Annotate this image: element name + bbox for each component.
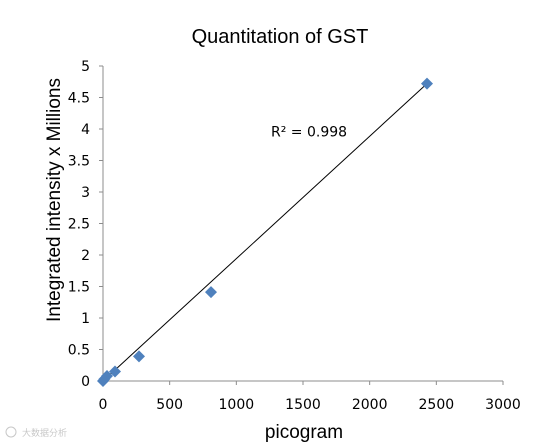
y-axis-label: Integrated intensity x Millions (44, 78, 65, 322)
y-tick-label: 3.5 (68, 154, 90, 170)
watermark-text: 大数据分析 (22, 427, 67, 439)
y-tick-label: 4.5 (68, 91, 90, 107)
annotations: R² = 0.998 (271, 125, 347, 141)
watermark: 大数据分析 (5, 426, 67, 439)
data-point-marker (205, 286, 217, 299)
x-ticks: 0 500 1000 1500 2000 2500 3000 (99, 381, 521, 413)
y-tick-label: 2 (81, 248, 90, 264)
y-tick-label: 1.5 (68, 280, 90, 296)
x-tick-label: 500 (156, 397, 183, 413)
trendline (102, 83, 428, 382)
y-tick-label: 0 (81, 374, 90, 390)
y-tick-label: 0.5 (68, 343, 90, 359)
y-tick-label: 2.5 (68, 217, 90, 233)
data-point-marker (421, 77, 433, 90)
x-tick-label: 1500 (285, 397, 321, 413)
y-ticks: 0 0.5 1 1.5 2 2.5 3 3.5 4 4.5 5 (68, 59, 103, 390)
x-axis-label: picogram (265, 422, 343, 443)
y-tick-label: 3 (81, 185, 90, 201)
plot-area: 0 500 1000 1500 2000 2500 3000 0 0.5 1 1.5 2 2.5 3 3.… (68, 59, 521, 413)
y-tick-label: 1 (81, 311, 90, 327)
x-tick-label: 2500 (419, 397, 455, 413)
x-tick-label: 2000 (352, 397, 388, 413)
y-tick-label: 4 (81, 122, 90, 138)
data-points (97, 77, 433, 387)
chart-title: Quantitation of GST (192, 26, 369, 48)
x-tick-label: 0 (99, 397, 108, 413)
watermark-logo-icon (5, 426, 17, 438)
r-squared-annotation: R² = 0.998 (271, 125, 347, 141)
x-tick-label: 1000 (219, 397, 255, 413)
x-tick-label: 3000 (485, 397, 521, 413)
data-point-marker (101, 369, 113, 382)
y-tick-label: 5 (81, 59, 90, 75)
data-point-marker (133, 350, 145, 363)
data-point-marker (109, 365, 121, 378)
